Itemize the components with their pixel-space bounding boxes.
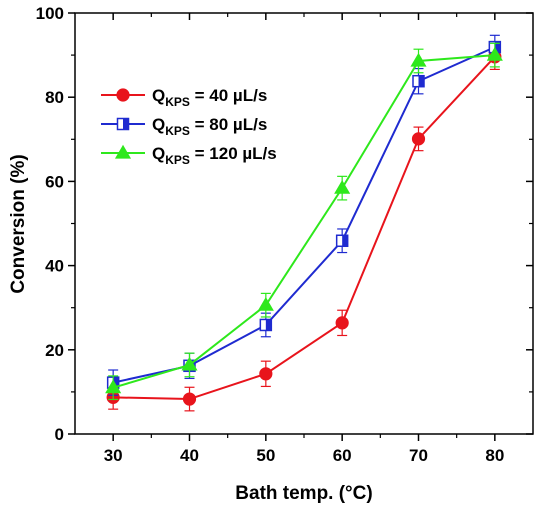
series-line — [112, 54, 495, 389]
data-point — [259, 367, 273, 381]
series-3 — [105, 42, 503, 401]
data-point — [334, 179, 351, 194]
legend-label: QKPS = 120 µL/s — [152, 144, 277, 167]
legend-marker — [114, 144, 132, 159]
data-point — [257, 296, 274, 311]
data-point — [259, 318, 273, 332]
series-layer — [105, 34, 503, 412]
data-point — [335, 234, 349, 248]
y-axis-title: Conversion (%) — [8, 154, 29, 293]
legend-label: QKPS = 80 µL/s — [152, 115, 267, 138]
data-point — [486, 46, 503, 61]
series-line — [113, 56, 496, 401]
series-2 — [106, 34, 502, 396]
x-tick-label: 40 — [180, 446, 199, 465]
data-point — [105, 379, 122, 394]
y-tick-label: 40 — [45, 257, 64, 276]
y-tick-label: 80 — [45, 88, 64, 107]
x-tick-label: 50 — [256, 446, 275, 465]
x-tick-label: 70 — [409, 446, 428, 465]
legend: QKPS = 40 µL/s QKPS = 80 µL/s QKPS = 120 µ… — [101, 86, 277, 167]
legend-item-3: QKPS = 120 µL/s — [101, 144, 277, 167]
legend-marker — [116, 88, 130, 102]
y-tick-label: 0 — [55, 425, 64, 444]
data-point — [335, 316, 349, 330]
x-tick-label: 80 — [485, 446, 504, 465]
y-tick-label: 60 — [45, 172, 64, 191]
plot-frame — [74, 12, 534, 435]
x-axis-title: Bath temp. (°C) — [235, 483, 372, 504]
data-point — [411, 132, 426, 146]
axis-ticks: 30 40 50 60 70 80 0 20 40 60 80 100 — [36, 4, 533, 465]
legend-item-1: QKPS = 40 µL/s — [101, 86, 267, 109]
data-point — [181, 356, 198, 371]
x-tick-label: 30 — [104, 446, 123, 465]
legend-marker — [116, 117, 130, 131]
data-point — [410, 52, 427, 67]
legend-label: QKPS = 40 µL/s — [152, 86, 267, 109]
x-tick-label: 60 — [333, 446, 352, 465]
legend-item-2: QKPS = 80 µL/s — [101, 115, 267, 138]
data-point — [412, 74, 425, 88]
y-tick-label: 100 — [36, 4, 64, 23]
y-tick-label: 20 — [45, 341, 64, 360]
data-point — [182, 392, 197, 406]
